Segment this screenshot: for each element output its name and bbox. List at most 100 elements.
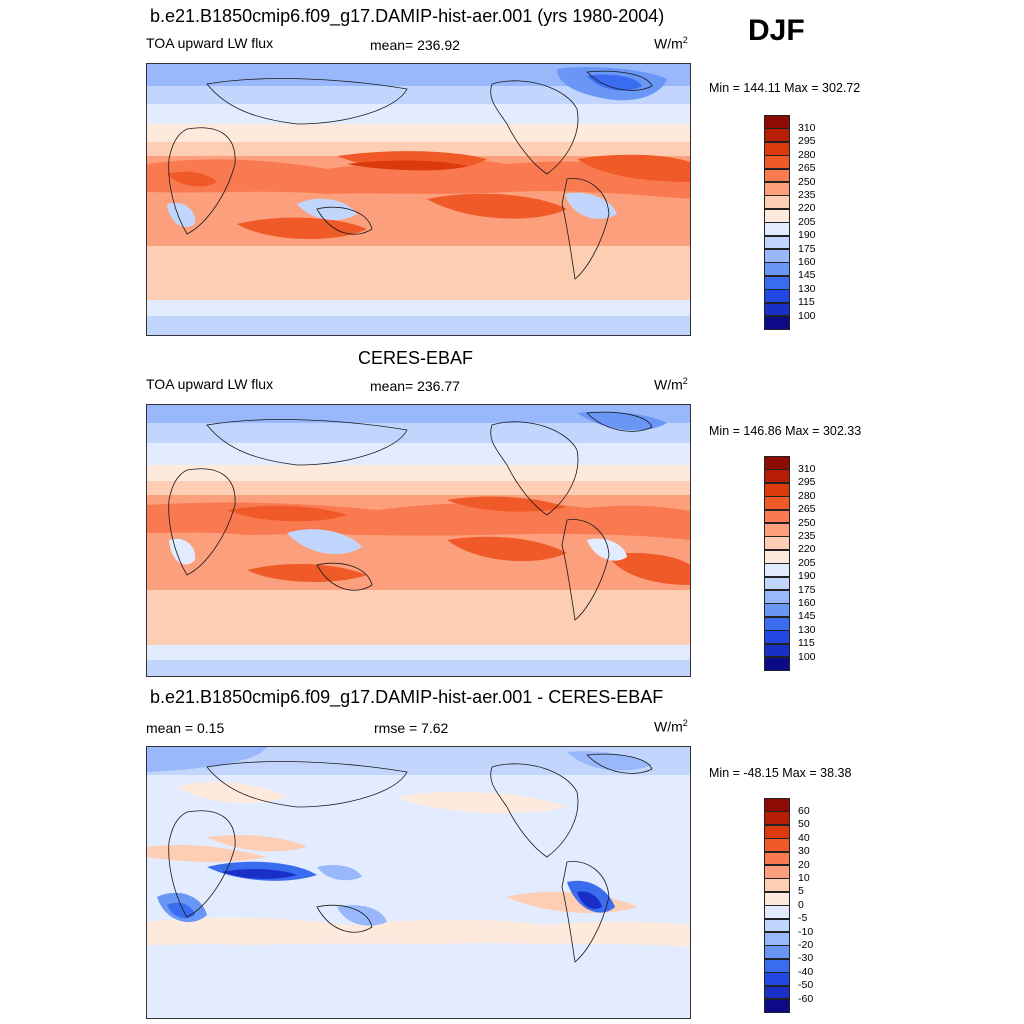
colorbar-swatch bbox=[764, 482, 790, 497]
panel-1-title: b.e21.B1850cmip6.f09_g17.DAMIP-hist-aer.… bbox=[150, 6, 665, 26]
colorbar-swatch bbox=[764, 811, 790, 826]
colorbar-tick-label: 160 bbox=[798, 255, 816, 268]
panel-1-variable-label: TOA upward LW flux bbox=[146, 35, 274, 51]
colorbar-swatch bbox=[764, 865, 790, 879]
colorbar-tick-label: 265 bbox=[798, 503, 816, 516]
colorbar-swatch bbox=[764, 891, 790, 906]
colorbar-tick-label: -30 bbox=[798, 952, 814, 965]
colorbar-tick-label: -60 bbox=[798, 992, 814, 1005]
colorbar-tick-label: 205 bbox=[798, 215, 816, 228]
colorbar-swatch bbox=[764, 838, 790, 853]
panel-3-map bbox=[146, 746, 691, 1019]
colorbar-swatch bbox=[764, 878, 790, 893]
colorbar-swatch bbox=[764, 590, 790, 604]
colorbar-swatch bbox=[764, 576, 790, 591]
colorbar-tick-label: 100 bbox=[798, 309, 816, 322]
colorbar-swatch bbox=[764, 235, 790, 250]
colorbar-tick-label: 235 bbox=[798, 188, 816, 201]
colorbar-tick-label: 220 bbox=[798, 543, 816, 556]
colorbar-tick-label: 190 bbox=[798, 229, 816, 242]
colorbar-tick-label: 30 bbox=[798, 845, 810, 858]
colorbar-swatch bbox=[764, 262, 790, 277]
colorbar-tick-label: 115 bbox=[798, 637, 815, 650]
colorbar-tick-label: 160 bbox=[798, 596, 816, 609]
colorbar-swatch bbox=[764, 958, 790, 973]
panel-3-title: b.e21.B1850cmip6.f09_g17.DAMIP-hist-aer.… bbox=[150, 687, 664, 707]
colorbar-swatch bbox=[764, 536, 790, 551]
colorbar-swatch bbox=[764, 249, 790, 263]
colorbar-tick-label: 0 bbox=[798, 898, 804, 911]
panel-2-title: CERES-EBAF bbox=[358, 348, 474, 368]
panel-2-minmax: Min = 146.86 Max = 302.33 bbox=[709, 424, 862, 438]
panel-1-mean-label: mean= 236.92 bbox=[370, 37, 460, 53]
panel-2-colorbar: 310 295 280 265 250 235 220 205 190 175 160 145 130 1… bbox=[764, 456, 824, 671]
colorbar-swatch bbox=[764, 657, 790, 671]
colorbar-tick-label: 280 bbox=[798, 489, 816, 502]
colorbar-tick-label: -50 bbox=[798, 979, 814, 992]
colorbar-swatch bbox=[764, 316, 790, 330]
panel-2-unit-label: W/m2 bbox=[654, 376, 688, 393]
colorbar-tick-label: 205 bbox=[798, 556, 816, 569]
season-label: DJF bbox=[748, 14, 805, 47]
panel-2-variable-label: TOA upward LW flux bbox=[146, 376, 274, 392]
colorbar-swatch bbox=[764, 972, 790, 987]
panel-2-map bbox=[146, 404, 691, 677]
colorbar-swatch bbox=[764, 603, 790, 618]
colorbar-tick-label: 280 bbox=[798, 148, 816, 161]
colorbar-swatch bbox=[764, 945, 790, 960]
panel-3-mean-label: mean = 0.15 bbox=[146, 720, 225, 736]
colorbar-swatch bbox=[764, 509, 790, 524]
colorbar-swatch bbox=[764, 563, 790, 578]
colorbar-tick-label: 235 bbox=[798, 529, 816, 542]
colorbar-tick-label: 175 bbox=[798, 242, 816, 255]
colorbar-swatch bbox=[764, 155, 790, 170]
colorbar-tick-label: 10 bbox=[798, 871, 810, 884]
colorbar-swatch bbox=[764, 496, 790, 511]
colorbar-tick-label: 130 bbox=[798, 623, 816, 636]
panel-3-colorbar: 60 50 40 30 20 10 5 0 -5 -10 -20 -30 -40 -50 -60 bbox=[764, 798, 824, 1013]
colorbar-tick-label: 60 bbox=[798, 804, 810, 817]
colorbar-tick-label: 130 bbox=[798, 282, 816, 295]
colorbar-swatch bbox=[764, 851, 790, 866]
colorbar-tick-label: 220 bbox=[798, 202, 816, 215]
panel-1-unit-label: W/m2 bbox=[654, 35, 688, 52]
colorbar-swatch bbox=[764, 523, 790, 537]
colorbar-tick-label: -10 bbox=[798, 925, 814, 938]
colorbar-swatch bbox=[764, 630, 790, 645]
colorbar-swatch bbox=[764, 616, 790, 631]
colorbar-swatch bbox=[764, 905, 790, 920]
colorbar-tick-label: 115 bbox=[798, 296, 815, 309]
colorbar-tick-label: 100 bbox=[798, 650, 816, 663]
colorbar-tick-label: 310 bbox=[798, 121, 816, 134]
colorbar-tick-label: -5 bbox=[798, 912, 808, 925]
colorbar-swatch bbox=[764, 918, 790, 933]
colorbar-tick-label: 20 bbox=[798, 858, 810, 871]
colorbar-swatch bbox=[764, 469, 790, 484]
panel-1-map-plot bbox=[147, 64, 690, 335]
colorbar-swatch bbox=[764, 302, 790, 317]
colorbar-swatch bbox=[764, 824, 790, 839]
colorbar-swatch bbox=[764, 115, 790, 129]
colorbar-tick-label: 145 bbox=[798, 610, 816, 623]
colorbar-swatch bbox=[764, 128, 790, 143]
colorbar-swatch bbox=[764, 643, 790, 658]
colorbar-tick-label: 310 bbox=[798, 462, 816, 475]
colorbar-swatch bbox=[764, 289, 790, 304]
colorbar-tick-label: 295 bbox=[798, 476, 816, 489]
colorbar-tick-label: 265 bbox=[798, 162, 816, 175]
colorbar-tick-label: 175 bbox=[798, 583, 816, 596]
colorbar-swatch bbox=[764, 182, 790, 196]
colorbar-tick-label: 5 bbox=[798, 885, 804, 898]
colorbar-swatch bbox=[764, 168, 790, 183]
colorbar-swatch bbox=[764, 932, 790, 946]
panel-1-minmax: Min = 144.11 Max = 302.72 bbox=[709, 81, 861, 95]
panel-1-map bbox=[146, 63, 691, 336]
panel-1-colorbar: 310 295 280 265 250 235 220 205 190 175 160 145 130 1… bbox=[764, 115, 824, 330]
colorbar-swatch bbox=[764, 141, 790, 156]
colorbar-tick-label: 250 bbox=[798, 516, 816, 529]
colorbar-swatch bbox=[764, 798, 790, 812]
panel-3-map-plot bbox=[147, 747, 690, 1018]
colorbar-swatch bbox=[764, 275, 790, 290]
panel-2-map-plot bbox=[147, 405, 690, 676]
colorbar-swatch bbox=[764, 999, 790, 1013]
